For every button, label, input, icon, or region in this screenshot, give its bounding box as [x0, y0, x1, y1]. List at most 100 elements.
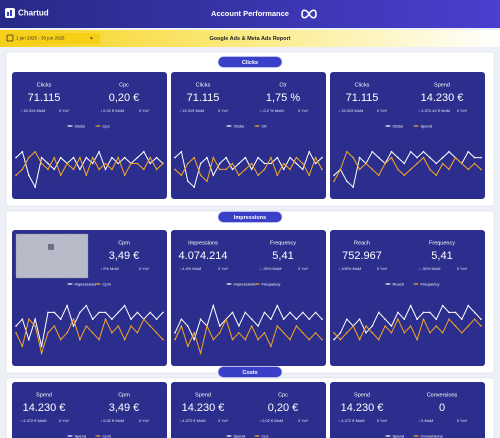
series-point [212, 338, 215, 341]
metric-mom: ↓ 0,02 € MoM [259, 418, 283, 423]
metric-card [12, 382, 167, 438]
series-point [345, 150, 348, 153]
series-point [231, 338, 234, 341]
series-point [162, 338, 164, 341]
metric-mom: ↓ 4.372 € MoM [20, 418, 46, 423]
series-point [390, 332, 393, 334]
metric-value: 5,41 [431, 250, 452, 262]
metric-value: 5,41 [272, 250, 293, 262]
metric-label: Clicks [37, 82, 52, 88]
metric-yoy: 0 YoY [59, 108, 70, 113]
series-point [384, 325, 386, 327]
metric-mom: ↓ 4,4% MoM [179, 266, 201, 271]
series-point [174, 156, 176, 159]
metric-mom: ↓ 0,02 € MoM [100, 108, 124, 113]
series-point [422, 318, 425, 321]
series-point [365, 162, 367, 165]
series-point [218, 325, 221, 327]
metric-yoy: 0 YoY [218, 418, 229, 423]
series-point [27, 318, 30, 321]
series-point [149, 162, 152, 165]
series-point [21, 150, 24, 153]
series-point [390, 325, 393, 327]
metric-value: 0 [439, 402, 445, 414]
header-bar [0, 0, 500, 28]
series-point [263, 168, 266, 171]
series-point [371, 168, 374, 171]
series-point [308, 338, 311, 341]
series-point [130, 325, 132, 327]
series-point [333, 332, 335, 334]
series-point [104, 168, 107, 171]
legend-dot [69, 125, 71, 127]
metric-mom: ↓ 15.319 MoM [338, 108, 363, 113]
metric-label: Ctr [279, 82, 287, 88]
series-point [480, 325, 482, 327]
series-point [371, 150, 374, 153]
date-range[interactable]: 1 jun 2025 - 30 jun 2025 [16, 36, 65, 41]
date-picker[interactable] [4, 33, 100, 44]
series-point [98, 168, 100, 171]
legend-label: Clicks [75, 123, 86, 128]
series-point [461, 162, 463, 165]
series-point [333, 180, 335, 182]
series-point [123, 156, 126, 159]
series-point [352, 156, 354, 159]
series-point [225, 318, 227, 321]
series-point [467, 150, 470, 153]
legend-label: Clicks [234, 123, 245, 128]
series-point [21, 345, 24, 348]
series-point [199, 352, 202, 355]
legend-dot [256, 125, 258, 127]
series-point [238, 174, 240, 177]
series-point [66, 332, 68, 334]
series-point [371, 332, 374, 334]
series-point [454, 156, 457, 159]
report-title: Google Ads & Meta Ads Report [209, 36, 290, 42]
calendar-icon [6, 34, 14, 42]
series-point [461, 332, 463, 334]
metric-mom: ↓ 106% MoM [338, 266, 361, 271]
metric-yoy: 0 YoY [377, 418, 388, 423]
series-point [47, 332, 49, 334]
legend-dot [69, 283, 71, 285]
series-point [174, 338, 176, 341]
series-point [130, 318, 132, 321]
legend-label: Cpm [103, 433, 112, 438]
series-point [186, 345, 189, 348]
series-point [47, 311, 49, 314]
metric-value: 0,20 € [109, 92, 140, 104]
series-point [302, 162, 304, 165]
metric-mom: ↓ 4.372 € MoM [179, 418, 205, 423]
series-point [441, 332, 444, 334]
meta-icon [301, 9, 317, 19]
series-point [390, 156, 393, 159]
series-point [321, 156, 323, 159]
metric-yoy: 0 YoY [298, 266, 309, 271]
metric-yoy: 0 YoY [139, 108, 150, 113]
legend-label: Ctr [262, 123, 268, 128]
series-point [59, 318, 62, 321]
legend-dot [228, 125, 230, 127]
metric-yoy: 0 YoY [457, 266, 468, 271]
series-point [149, 325, 152, 327]
series-point [448, 311, 450, 314]
legend-dot [228, 283, 230, 285]
series-point [34, 186, 36, 188]
metric-value: 71.115 [187, 92, 220, 104]
series-point [85, 174, 88, 177]
series-point [429, 311, 431, 314]
series-point [136, 332, 139, 334]
legend-dot [415, 125, 417, 127]
series-line [174, 317, 323, 356]
series-point [441, 304, 444, 307]
series-point [27, 174, 30, 177]
series-point [333, 174, 335, 177]
series-point [276, 325, 279, 327]
series-point [282, 162, 285, 165]
series-point [79, 168, 81, 171]
series-point [238, 332, 240, 334]
series-point [435, 162, 438, 165]
series-point [321, 338, 323, 341]
filter-bar [0, 30, 500, 47]
